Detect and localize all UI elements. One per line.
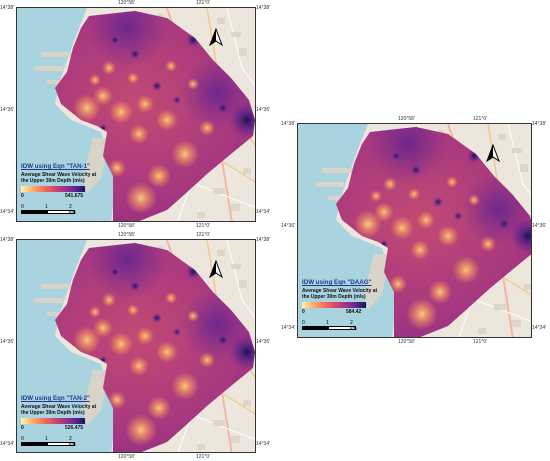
map-panel-daag: 14°38' 14°38' 120°58' 121°0' 14°36' 14°3… xyxy=(281,116,550,346)
lon-left-label: 120°58' xyxy=(118,232,135,238)
color-ramp xyxy=(302,302,366,308)
north-arrow-icon xyxy=(209,260,223,278)
lon-left-label-bottom: 120°58' xyxy=(398,339,415,345)
legend-values: 0 584.42 xyxy=(302,308,382,315)
north-arrow-icon xyxy=(209,28,223,46)
lon-right-label-bottom: 121°0' xyxy=(196,223,211,229)
lat-top-label-right: 14°38' xyxy=(532,121,547,127)
scale-bar: 0 1 2 km xyxy=(302,320,357,332)
color-ramp xyxy=(21,418,85,424)
color-ramp xyxy=(21,186,85,192)
legend-min: 0 xyxy=(21,193,24,199)
scale-bar: 0 1 2 km xyxy=(21,436,76,448)
legend-min: 0 xyxy=(302,309,305,315)
lon-left-label-bottom: 120°58' xyxy=(118,454,135,460)
legend-max: 541.675 xyxy=(65,193,84,199)
legend-subtitle: Average Shear Wave Velocity at the Upper… xyxy=(302,288,378,300)
lat-top-label-right: 14°38' xyxy=(256,5,271,11)
lat-mid-label-right: 14°36' xyxy=(256,107,271,113)
legend-subtitle: Average Shear Wave Velocity at the Upper… xyxy=(21,172,97,184)
legend-values: 0 526.475 xyxy=(21,424,101,431)
legend: IDW using Eqn "TAN-2" Average Shear Wave… xyxy=(21,395,101,431)
scale-label-0: 0 xyxy=(21,204,24,210)
map-panel-tan1: 14°38' 14°38' 120°58' 121°0' 14°36' 14°3… xyxy=(0,0,275,230)
scale-label-1: 1 xyxy=(45,204,48,210)
legend: IDW using Eqn "TAN-1" Average Shear Wave… xyxy=(21,163,101,199)
scale-label-0: 0 xyxy=(21,436,24,442)
lat-bottom-label: 14°34' xyxy=(0,209,15,215)
scale-label-1: 1 xyxy=(326,320,329,326)
scale-label-2: 2 km xyxy=(69,204,76,216)
lon-right-label: 121°0' xyxy=(196,0,211,6)
scale-label-0: 0 xyxy=(302,320,305,326)
lat-mid-label: 14°36' xyxy=(0,107,15,113)
lon-right-label-bottom: 121°0' xyxy=(196,454,211,460)
lat-top-label: 14°38' xyxy=(281,121,296,127)
lat-mid-label-right: 14°36' xyxy=(256,339,271,345)
legend-min: 0 xyxy=(21,425,24,431)
lat-mid-label: 14°36' xyxy=(0,339,15,345)
map-panel-tan2: 14°38' 14°38' 120°58' 121°0' 14°36' 14°3… xyxy=(0,232,275,461)
scale-label-2: 2 km xyxy=(69,436,76,448)
legend-max: 526.475 xyxy=(65,425,84,431)
lon-left-label-bottom: 120°58' xyxy=(118,223,135,229)
map-frame: IDW using Eqn "DAAG" Average Shear Wave … xyxy=(297,123,532,338)
lon-right-label: 121°0' xyxy=(196,232,211,238)
legend-title: IDW using Eqn "TAN-2" xyxy=(21,395,90,402)
scale-label-2: 2 km xyxy=(350,320,357,332)
lat-mid-label: 14°36' xyxy=(281,223,296,229)
lat-bottom-label-right: 14°34' xyxy=(256,209,271,215)
legend-values: 0 541.675 xyxy=(21,192,101,199)
map-frame: IDW using Eqn "TAN-2" Average Shear Wave… xyxy=(16,239,256,453)
legend-title: IDW using Eqn "DAAG" xyxy=(302,279,372,286)
north-arrow-icon xyxy=(486,144,500,162)
scale-label-1: 1 xyxy=(45,436,48,442)
lat-bottom-label: 14°34' xyxy=(281,325,296,331)
lon-left-label: 120°58' xyxy=(398,116,415,122)
scale-bar: 0 1 2 km xyxy=(21,204,76,216)
legend: IDW using Eqn "DAAG" Average Shear Wave … xyxy=(302,279,382,315)
map-frame: IDW using Eqn "TAN-1" Average Shear Wave… xyxy=(16,7,256,222)
lat-bottom-label-right: 14°34' xyxy=(256,441,271,447)
lon-right-label: 121°0' xyxy=(473,116,488,122)
lon-right-label-bottom: 121°0' xyxy=(473,339,488,345)
legend-title: IDW using Eqn "TAN-1" xyxy=(21,163,90,170)
lat-top-label: 14°38' xyxy=(0,237,15,243)
lat-top-label: 14°38' xyxy=(0,5,15,11)
legend-subtitle: Average Shear Wave Velocity at the Upper… xyxy=(21,404,97,416)
legend-max: 584.42 xyxy=(346,309,362,315)
lat-mid-label-right: 14°36' xyxy=(532,223,547,229)
lon-left-label: 120°58' xyxy=(118,0,135,6)
lat-bottom-label-right: 14°34' xyxy=(532,325,547,331)
lat-bottom-label: 14°34' xyxy=(0,441,15,447)
lat-top-label-right: 14°38' xyxy=(256,237,271,243)
